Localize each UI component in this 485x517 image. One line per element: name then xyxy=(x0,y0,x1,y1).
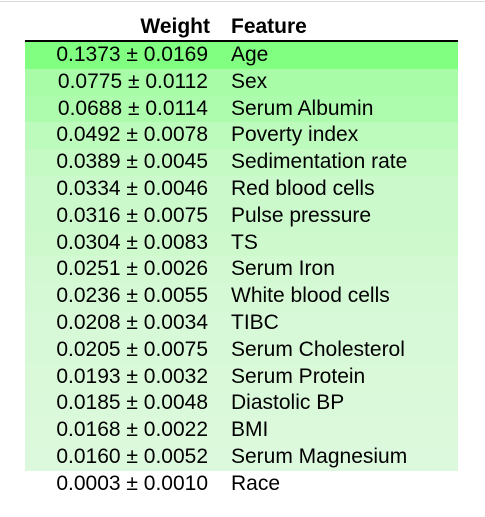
table-row: 0.0003 ± 0.0010 Race xyxy=(25,470,458,498)
weight-cell: 0.0688 ± 0.0114 xyxy=(57,96,208,120)
weight-cell: 0.0168 ± 0.0022 xyxy=(56,418,208,442)
weight-cell: 0.0160 ± 0.0052 xyxy=(56,444,208,468)
weight-cell: 0.1373 ± 0.0169 xyxy=(56,43,208,66)
table-row: 0.0304 ± 0.0083 TS xyxy=(25,229,458,257)
weight-cell: 0.0003 ± 0.0010 xyxy=(56,471,208,495)
feature-column-header: Feature xyxy=(218,13,458,42)
table-row: 0.1373 ± 0.0169 Age xyxy=(25,41,458,69)
table-row: 0.0185 ± 0.0048 Diastolic BP xyxy=(25,390,458,418)
table-row: 0.0208 ± 0.0034 TIBC xyxy=(25,309,458,337)
weight-cell: 0.0208 ± 0.0034 xyxy=(56,310,208,334)
weight-cell: 0.0389 ± 0.0045 xyxy=(56,150,208,174)
feature-cell: Poverty index xyxy=(231,123,359,147)
weight-cell: 0.0316 ± 0.0075 xyxy=(56,203,208,227)
feature-cell: Serum Iron xyxy=(231,257,335,281)
weight-cell: 0.0334 ± 0.0046 xyxy=(56,176,208,200)
feature-cell: Race xyxy=(231,471,281,495)
feature-cell: Serum Magnesium xyxy=(231,444,408,468)
weight-cell: 0.0304 ± 0.0083 xyxy=(56,230,208,254)
feature-cell: Pulse pressure xyxy=(231,203,372,227)
table-row: 0.0775 ± 0.0112 Sex xyxy=(25,68,458,96)
table-row: 0.0193 ± 0.0032 Serum Protein xyxy=(25,363,458,391)
feature-cell: Serum Cholesterol xyxy=(231,337,405,361)
feature-cell: BMI xyxy=(231,418,269,442)
feature-cell: White blood cells xyxy=(231,284,390,308)
weight-cell: 0.0193 ± 0.0032 xyxy=(56,364,208,388)
feature-cell: TS xyxy=(231,230,258,254)
weight-cell: 0.0185 ± 0.0048 xyxy=(56,391,208,415)
feature-cell: Red blood cells xyxy=(231,176,375,200)
table-row: 0.0492 ± 0.0078 Poverty index xyxy=(25,122,458,150)
feature-cell: Serum Protein xyxy=(231,364,366,388)
feature-cell: Serum Albumin xyxy=(231,96,374,120)
feature-cell: Sex xyxy=(231,69,268,93)
table-row: 0.0688 ± 0.0114 Serum Albumin xyxy=(25,95,458,123)
top-divider xyxy=(0,1,485,2)
feature-weights-table: Weight Feature 0.1373 ± 0.0169 Age 0.0775 … xyxy=(25,13,458,498)
table-row: 0.0205 ± 0.0075 Serum Cholesterol xyxy=(25,336,458,364)
weight-cell: 0.0492 ± 0.0078 xyxy=(56,123,208,147)
table-row: 0.0389 ± 0.0045 Sedimentation rate xyxy=(25,149,458,176)
table-row: 0.0251 ± 0.0026 Serum Iron xyxy=(25,256,458,284)
table-body: 0.1373 ± 0.0169 Age 0.0775 ± 0.0112 Sex 0.06… xyxy=(25,41,458,498)
table-row: 0.0236 ± 0.0055 White blood cells xyxy=(25,283,458,310)
feature-cell: Sedimentation rate xyxy=(231,150,408,174)
table-row: 0.0334 ± 0.0046 Red blood cells xyxy=(25,175,458,203)
table-row: 0.0168 ± 0.0022 BMI xyxy=(25,417,458,444)
table-header-row: Weight Feature xyxy=(25,13,458,42)
weight-cell: 0.0236 ± 0.0055 xyxy=(56,284,208,308)
weight-column-header: Weight xyxy=(25,13,218,42)
feature-cell: TIBC xyxy=(231,310,279,334)
table-row: 0.0316 ± 0.0075 Pulse pressure xyxy=(25,202,458,230)
weight-cell: 0.0251 ± 0.0026 xyxy=(56,257,208,281)
feature-cell: Diastolic BP xyxy=(231,391,345,415)
feature-cell: Age xyxy=(231,43,269,66)
weight-cell: 0.0775 ± 0.0112 xyxy=(57,69,208,93)
table-row: 0.0160 ± 0.0052 Serum Magnesium xyxy=(25,443,458,471)
weight-cell: 0.0205 ± 0.0075 xyxy=(56,337,208,361)
